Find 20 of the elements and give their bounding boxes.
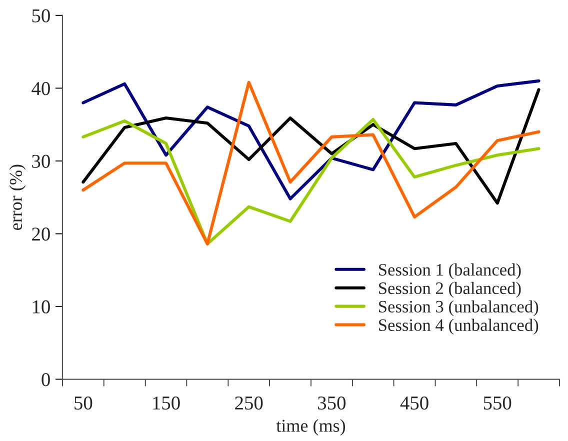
- y-tick-label: 30: [32, 154, 50, 168]
- y-tick-label: 20: [32, 228, 50, 241]
- y-axis-title: error (%): [9, 164, 26, 230]
- legend-label: Session 3 (unbalanced): [379, 300, 538, 316]
- line-series: [82, 80, 540, 246]
- x-axis-title: time (ms): [276, 419, 346, 436]
- x-tick-label: 150: [153, 396, 180, 410]
- y-tick-label: 0: [42, 373, 50, 386]
- line-series: [82, 118, 540, 246]
- y-tick-label: 50: [32, 9, 50, 22]
- x-tick-label: 350: [318, 396, 346, 410]
- x-tick-label: 50: [74, 396, 92, 410]
- legend-label: Session 1 (balanced): [379, 263, 521, 280]
- x-tick-label: 250: [235, 396, 263, 410]
- y-tick-label: 40: [32, 82, 50, 96]
- x-tick-label: 550: [484, 396, 512, 410]
- x-tick-label: 450: [400, 396, 428, 410]
- y-tick-label: 10: [32, 300, 50, 314]
- legend-label: Session 2 (balanced): [379, 282, 521, 298]
- legend-label: Session 4 (unbalanced): [379, 318, 538, 335]
